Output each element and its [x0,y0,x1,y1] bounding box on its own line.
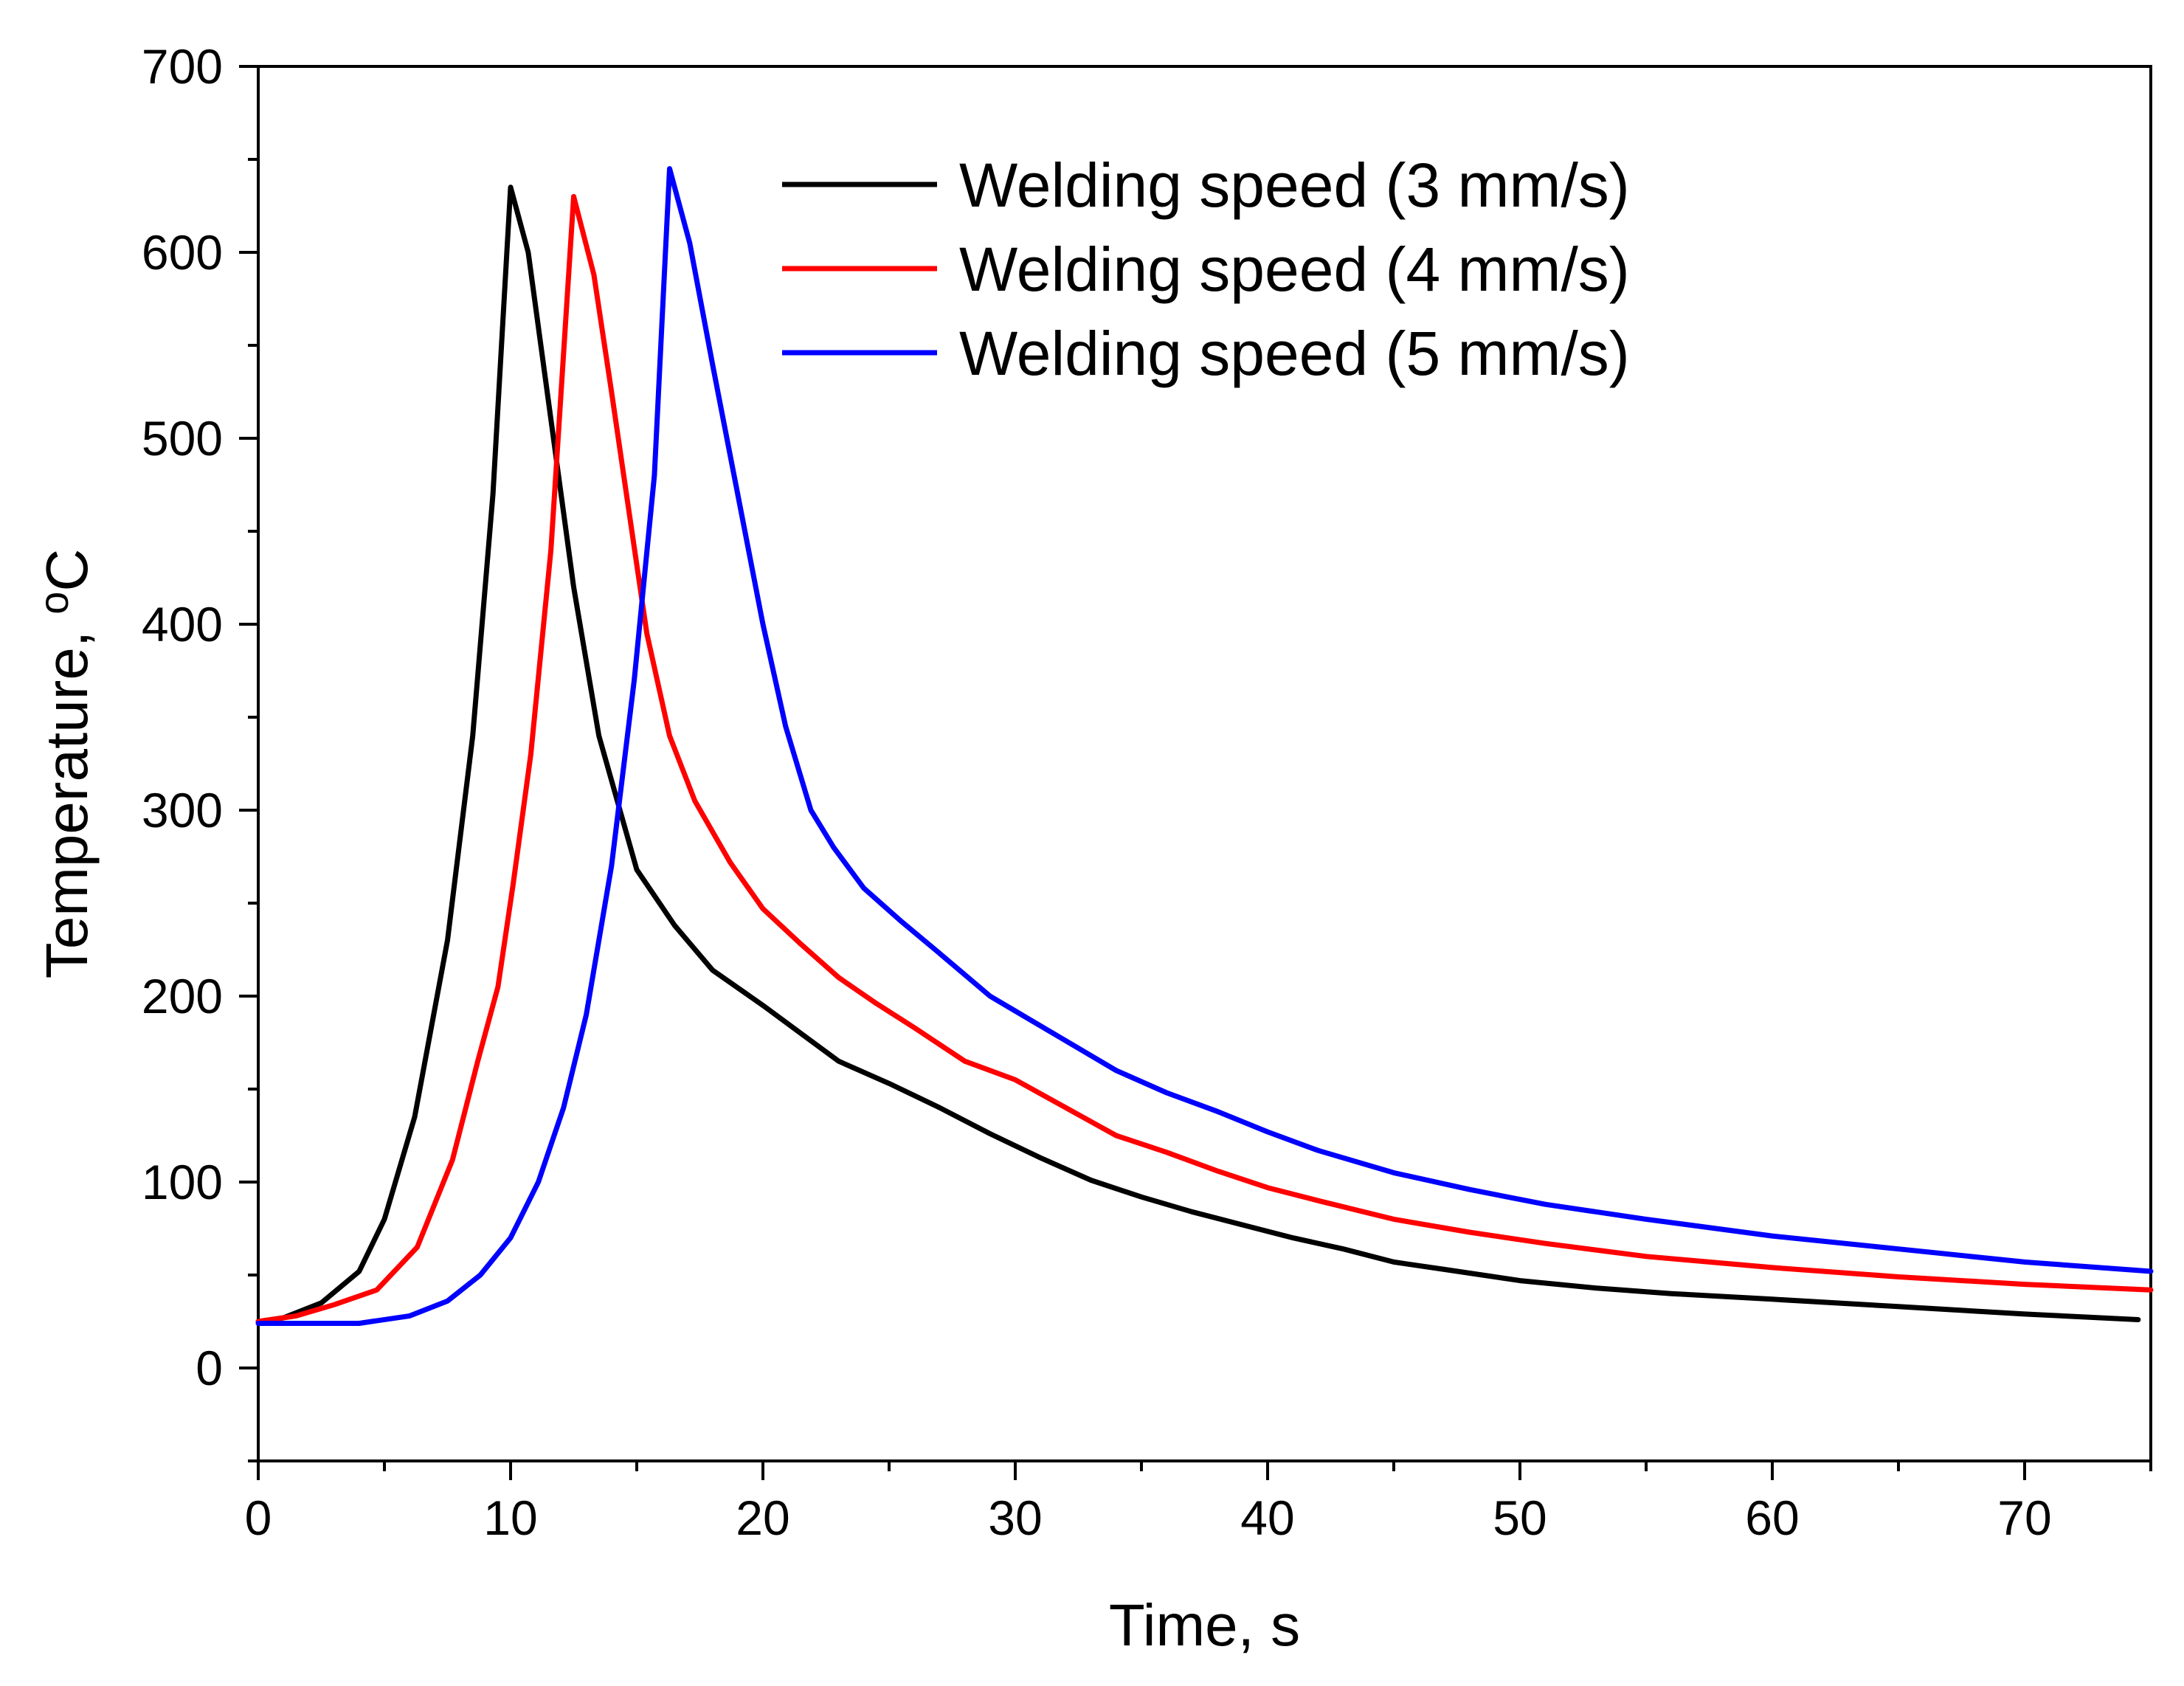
x-tick-label: 60 [1745,1490,1799,1545]
plot-frame [257,65,2152,1462]
y-tick-label: 500 [142,411,223,466]
x-tick-label: 50 [1493,1490,1547,1545]
y-axis-title-main: Temperature, [34,615,100,979]
x-tick-label: 0 [245,1490,272,1545]
y-tick-label: 100 [142,1155,223,1209]
series-line-2 [255,193,2154,1324]
x-tick-label: 30 [988,1490,1042,1545]
y-axis-title-unit: C [34,549,100,592]
series-line-3 [255,166,2154,1326]
series-lines [255,166,2154,1326]
x-axis-title: Time, s [1109,1592,1300,1658]
y-axis-title: Temperature, oC [30,549,100,979]
y-tick-label: 700 [142,39,223,94]
legend-label-1: Welding speed (3 mm/s) [959,151,1630,220]
x-tick-label: 10 [483,1490,537,1545]
x-tick-label: 70 [1997,1490,2051,1545]
legend-label-2: Welding speed (4 mm/s) [959,235,1630,304]
y-tick-label: 600 [142,225,223,280]
y-tick-label: 300 [142,783,223,837]
series-line-1 [255,184,2141,1324]
y-tick-label: 0 [196,1341,223,1395]
x-tick-label: 40 [1240,1490,1294,1545]
y-tick-label: 200 [142,969,223,1023]
x-tick-label: 20 [736,1490,789,1545]
legend-label-3: Welding speed (5 mm/s) [959,319,1630,388]
y-tick-label: 400 [142,597,223,652]
legend: Welding speed (3 mm/s) Welding speed (4 m… [782,151,1630,388]
y-axis-title-superscript: o [30,592,77,615]
